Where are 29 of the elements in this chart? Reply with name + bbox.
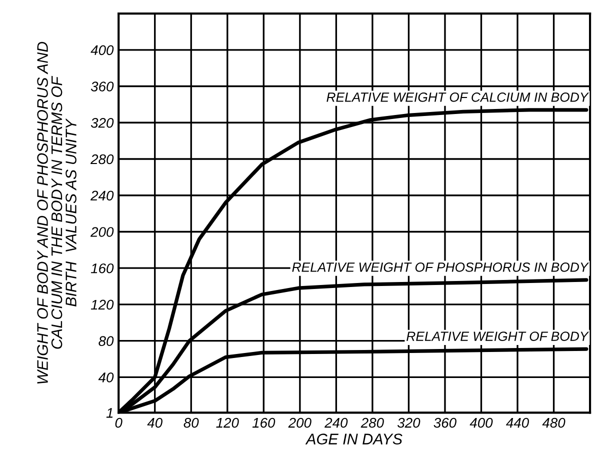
y-tick-label: 320 — [90, 118, 114, 128]
y-axis-title: WEIGHT OF BODY AND OF PHOSPHORUS AND CALCIUM IN THE BODY IN TERMS OF BIRTH VALUES AS UNITY — [37, 42, 76, 384]
x-tick-label: 0 — [115, 418, 122, 428]
y-tick-label: 200 — [90, 227, 114, 237]
x-tick-label: 160 — [252, 418, 276, 428]
y-tick-label: 40 — [98, 372, 114, 382]
x-tick-label: 280 — [360, 418, 384, 428]
x-tick-label: 80 — [184, 418, 199, 428]
x-tick-label: 360 — [434, 418, 456, 428]
x-tick-label: 320 — [397, 418, 420, 428]
series-label: RELATIVE WEIGHT OF CALCIUM IN BODY — [326, 92, 590, 102]
y-tick-label: 160 — [90, 263, 114, 274]
x-tick-label: 480 — [542, 418, 566, 428]
x-tick-label: 120 — [216, 418, 239, 428]
y-tick-label: 1 — [106, 408, 113, 418]
x-tick-label: 200 — [288, 418, 312, 428]
y-tick-label: 80 — [98, 336, 114, 346]
x-tick-label: 440 — [506, 418, 529, 428]
x-tick-label: 400 — [470, 418, 493, 428]
y-tick-label: 280 — [90, 154, 114, 164]
y-tick-label: 120 — [90, 300, 114, 310]
x-tick-label: 240 — [324, 418, 348, 428]
y-tick-label: 360 — [90, 82, 114, 92]
y-tick-label: 240 — [90, 190, 114, 201]
y-tick-label: 400 — [90, 45, 114, 56]
series-label: RELATIVE WEIGHT OF BODY — [406, 332, 590, 341]
series-label: RELATIVE WEIGHT OF PHOSPHORUS IN BODY — [292, 262, 590, 272]
x-tick-label: 40 — [147, 418, 162, 428]
x-axis-title: AGE IN DAYS — [305, 434, 402, 444]
